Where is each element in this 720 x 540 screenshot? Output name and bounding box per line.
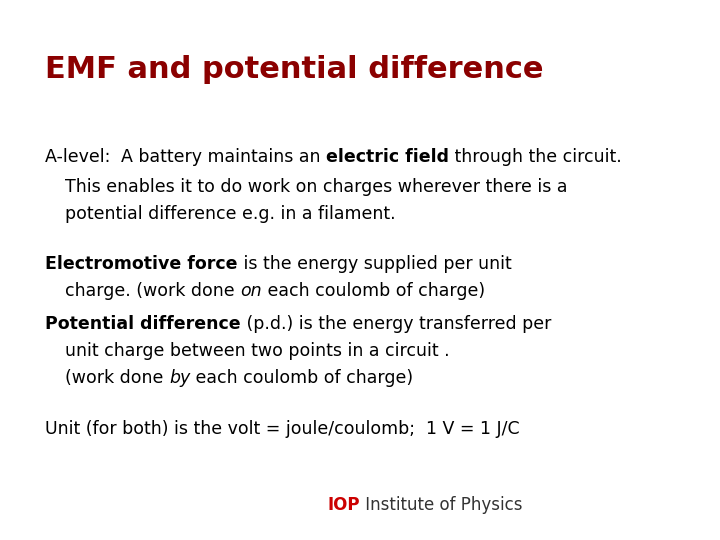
Text: is the energy supplied per unit: is the energy supplied per unit [238, 255, 511, 273]
Text: unit charge between two points in a circuit .: unit charge between two points in a circ… [65, 342, 449, 360]
Text: charge. (work done: charge. (work done [65, 282, 240, 300]
Text: Institute of Physics: Institute of Physics [360, 496, 523, 514]
Text: Unit (for both) is the volt = joule/coulomb;  1 V = 1 J/C: Unit (for both) is the volt = joule/coul… [45, 420, 520, 438]
Text: each coulomb of charge): each coulomb of charge) [262, 282, 485, 300]
Text: electric field: electric field [326, 148, 449, 166]
Text: (work done: (work done [65, 369, 169, 387]
Text: potential difference e.g. in a filament.: potential difference e.g. in a filament. [65, 205, 395, 223]
Text: Electromotive force: Electromotive force [45, 255, 238, 273]
Text: by: by [169, 369, 190, 387]
Text: A battery maintains an: A battery maintains an [122, 148, 326, 166]
Text: Potential difference: Potential difference [45, 315, 240, 333]
Text: on: on [240, 282, 262, 300]
Text: EMF and potential difference: EMF and potential difference [45, 55, 544, 84]
Text: through the circuit.: through the circuit. [449, 148, 622, 166]
Text: A-level:: A-level: [45, 148, 122, 166]
Text: This enables it to do work on charges wherever there is a: This enables it to do work on charges wh… [65, 178, 567, 196]
Text: IOP: IOP [328, 496, 360, 514]
Text: (p.d.) is the energy transferred per: (p.d.) is the energy transferred per [240, 315, 551, 333]
Text: each coulomb of charge): each coulomb of charge) [190, 369, 413, 387]
